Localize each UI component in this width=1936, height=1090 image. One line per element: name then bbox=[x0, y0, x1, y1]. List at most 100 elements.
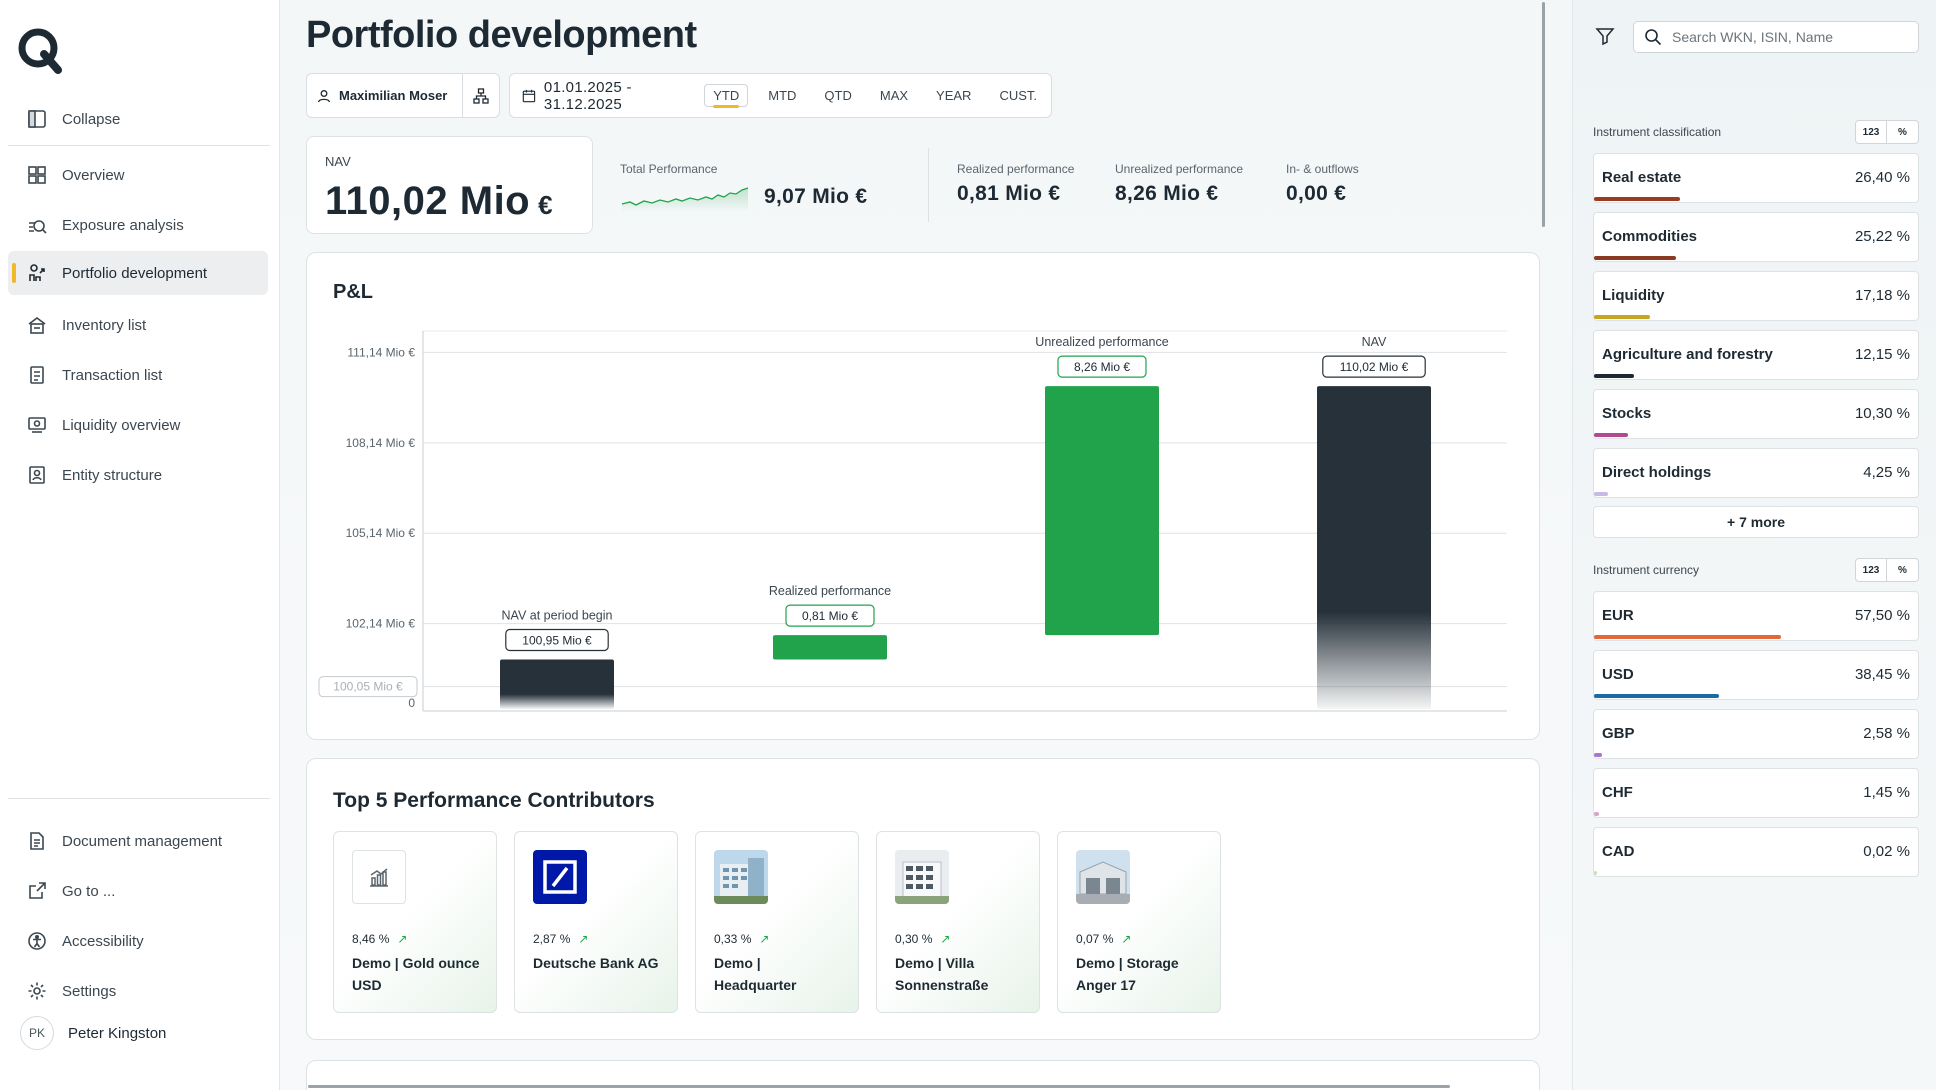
sidebar-item-go-to[interactable]: Go to ... bbox=[8, 869, 268, 913]
sidebar-item-settings[interactable]: Settings bbox=[8, 969, 268, 1013]
row-share-bar bbox=[1594, 812, 1599, 816]
sidebar-item-label: Entity structure bbox=[62, 466, 163, 484]
contributor-card[interactable]: 0,07 % ↗ Demo | Storage Anger 17 bbox=[1057, 831, 1221, 1013]
bar bbox=[500, 659, 614, 709]
value-label-badge bbox=[1322, 355, 1426, 378]
absolute-values-icon[interactable]: 123 bbox=[1855, 120, 1887, 144]
value-label: 0,81 Mio € bbox=[802, 609, 858, 623]
collapse-label: Collapse bbox=[62, 110, 121, 128]
kpi-label: Realized performance bbox=[957, 162, 1075, 176]
kpi-label: In- & outflows bbox=[1286, 162, 1359, 176]
nav-currency: € bbox=[538, 190, 554, 220]
filter-icon[interactable] bbox=[1595, 26, 1615, 46]
app-logo-icon[interactable] bbox=[16, 26, 64, 74]
distribution-row[interactable]: CHF 1,45 % bbox=[1593, 768, 1919, 818]
period-ytd[interactable]: YTD bbox=[704, 84, 749, 108]
storage-photo bbox=[1076, 850, 1130, 904]
distribution-row[interactable]: Stocks 10,30 % bbox=[1593, 389, 1919, 439]
classification-label: Instrument classification bbox=[1593, 125, 1722, 139]
contributor-pct: 2,87 % bbox=[533, 932, 571, 946]
structure-button[interactable] bbox=[463, 87, 499, 104]
collapse-button[interactable]: Collapse bbox=[8, 97, 268, 141]
sidebar-item-portfolio-development[interactable]: Portfolio development bbox=[8, 251, 268, 295]
contributor-card[interactable]: 8,46 % ↗ Demo | Gold ounce USD bbox=[333, 831, 497, 1013]
vertical-scrollbar[interactable] bbox=[1542, 2, 1545, 227]
distribution-row[interactable]: Agriculture and forestry 12,15 % bbox=[1593, 330, 1919, 380]
kpi-value: 0,00 € bbox=[1286, 182, 1347, 205]
user-selector[interactable]: Maximilian Moser bbox=[306, 73, 500, 118]
sidebar-item-liquidity-overview[interactable]: Liquidity overview bbox=[8, 403, 268, 447]
row-name: EUR bbox=[1602, 607, 1634, 624]
calendar-icon[interactable] bbox=[522, 88, 536, 104]
distribution-row[interactable]: Commodities 25,22 % bbox=[1593, 212, 1919, 262]
sidebar-item-accessibility[interactable]: Accessibility bbox=[8, 919, 268, 963]
distribution-row[interactable]: GBP 2,58 % bbox=[1593, 709, 1919, 759]
bar bbox=[1317, 386, 1431, 709]
percent-icon[interactable]: % bbox=[1887, 120, 1919, 144]
sidebar-item-inventory-list[interactable]: Inventory list bbox=[8, 303, 268, 347]
contributor-card[interactable]: 2,87 % ↗ Deutsche Bank AG bbox=[514, 831, 678, 1013]
period-custom[interactable]: CUST. bbox=[999, 88, 1037, 103]
show-more-button[interactable]: + 7 more bbox=[1593, 506, 1919, 538]
row-percent: 10,30 % bbox=[1854, 405, 1910, 422]
contributor-card[interactable]: 0,30 % ↗ Demo | Villa Sonnenstraße bbox=[876, 831, 1040, 1013]
contributor-name: Demo | Storage Anger 17 bbox=[1076, 955, 1179, 993]
value-label-badge bbox=[1057, 355, 1147, 378]
date-range-value[interactable]: 01.01.2025 - 31.12.2025 bbox=[543, 78, 632, 113]
percent-icon[interactable]: % bbox=[1887, 558, 1919, 582]
distribution-row[interactable]: CAD 0,02 % bbox=[1593, 827, 1919, 877]
current-user[interactable]: PK Peter Kingston bbox=[20, 1016, 166, 1050]
sidebar-item-entity-structure[interactable]: Entity structure bbox=[8, 453, 268, 497]
main-content: Portfolio development Maximilian Moser 0… bbox=[280, 0, 1572, 1090]
user-select-button[interactable]: Maximilian Moser bbox=[307, 74, 464, 117]
sidebar-item-label: Accessibility bbox=[62, 932, 144, 950]
sidebar-item-label: Transaction list bbox=[62, 366, 163, 384]
row-share-bar bbox=[1594, 871, 1597, 875]
nav-label: NAV bbox=[325, 154, 351, 169]
contributor-name: Demo | Villa Sonnenstraße bbox=[895, 955, 989, 993]
sparkline bbox=[621, 187, 749, 212]
row-share-bar bbox=[1594, 315, 1650, 319]
value-label-badge bbox=[505, 628, 609, 652]
horizontal-scrollbar[interactable] bbox=[308, 1085, 1450, 1088]
contributor-card[interactable]: 0,33 % ↗ Demo | Headquarter bbox=[695, 831, 859, 1013]
distribution-row[interactable]: Direct holdings 4,25 % bbox=[1593, 448, 1919, 498]
kpi-value: 9,07 Mio € bbox=[764, 185, 868, 208]
sidebar-item-exposure-analysis[interactable]: Exposure analysis bbox=[8, 203, 268, 247]
contributor-name: Deutsche Bank AG bbox=[533, 955, 659, 971]
distribution-row[interactable]: USD 38,45 % bbox=[1593, 650, 1919, 700]
chart-title: P&L bbox=[333, 281, 373, 303]
period-year[interactable]: YEAR bbox=[936, 88, 972, 103]
search-icon bbox=[1645, 29, 1662, 46]
currency-toggle[interactable]: 123 % bbox=[1855, 558, 1919, 582]
kpi-realized: Realized performance 0,81 Mio € bbox=[957, 162, 1074, 206]
period-max[interactable]: MAX bbox=[879, 88, 909, 103]
portfolio-development-icon bbox=[26, 262, 48, 284]
sidebar-item-transaction-list[interactable]: Transaction list bbox=[8, 353, 268, 397]
absolute-values-icon[interactable]: 123 bbox=[1855, 558, 1887, 582]
classification-toggle[interactable]: 123 % bbox=[1855, 120, 1919, 144]
nav-value: 110,02 Mio € bbox=[325, 179, 553, 224]
distribution-row[interactable]: Real estate 26,40 % bbox=[1593, 153, 1919, 203]
distribution-row[interactable]: Liquidity 17,18 % bbox=[1593, 271, 1919, 321]
kpi-total-performance: Total Performance 9,07 Mio € bbox=[620, 162, 867, 212]
row-percent: 38,45 % bbox=[1854, 666, 1910, 683]
selected-user: Maximilian Moser bbox=[339, 88, 448, 103]
building-photo bbox=[714, 850, 768, 904]
sidebar-item-label: Liquidity overview bbox=[62, 416, 181, 434]
gear-icon bbox=[26, 980, 48, 1002]
sidebar-divider bbox=[8, 145, 270, 146]
period-mtd[interactable]: MTD bbox=[768, 88, 797, 103]
contributor-pct: 0,33 % bbox=[714, 932, 752, 946]
row-percent: 0,02 % bbox=[1863, 843, 1910, 860]
search-input[interactable]: Search WKN, ISIN, Name bbox=[1633, 21, 1919, 53]
contributor-name: Demo | Headquarter bbox=[714, 955, 797, 993]
date-range-selector[interactable]: 01.01.2025 - 31.12.2025 YTD MTD QTD MAX … bbox=[509, 73, 1052, 118]
pl-chart: 111,14 Mio € 108,14 Mio € 105,14 Mio € 102,… bbox=[318, 330, 1507, 712]
period-qtd[interactable]: QTD bbox=[824, 88, 852, 103]
sidebar-item-overview[interactable]: Overview bbox=[8, 153, 268, 197]
sidebar-item-document-management[interactable]: Document management bbox=[8, 819, 268, 863]
deutsche-bank-logo bbox=[533, 850, 587, 904]
y-tick-badge bbox=[318, 676, 418, 698]
distribution-row[interactable]: EUR 57,50 % bbox=[1593, 591, 1919, 641]
